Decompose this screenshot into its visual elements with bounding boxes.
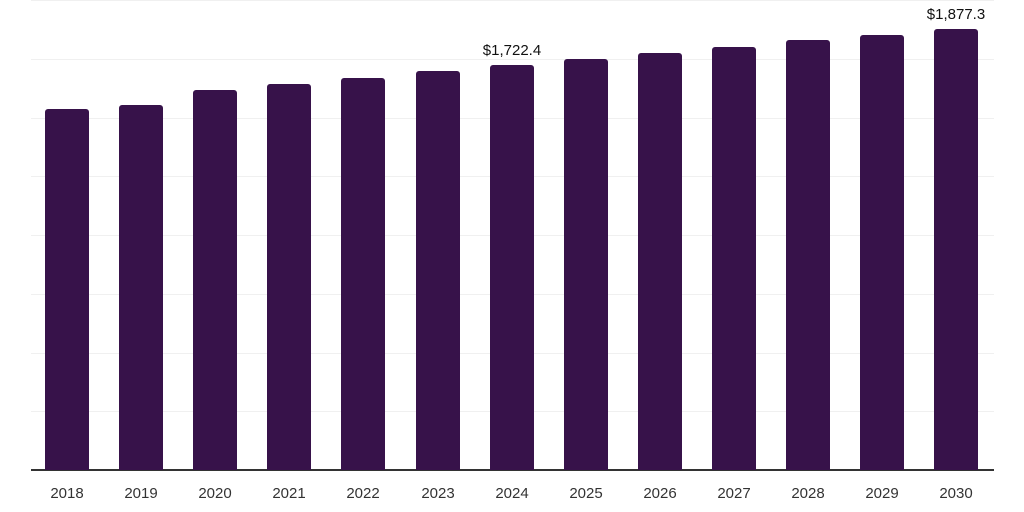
x-tick-label: 2024 <box>495 485 529 502</box>
bar-2030[interactable] <box>934 29 978 470</box>
bar-2021[interactable] <box>267 84 311 470</box>
x-tick-label: 2021 <box>272 485 306 502</box>
bar-2028[interactable] <box>786 40 830 470</box>
x-tick-label: 2030 <box>939 485 973 502</box>
x-tick-label: 2025 <box>569 485 603 502</box>
x-tick-label: 2027 <box>717 485 751 502</box>
x-tick-label: 2028 <box>791 485 825 502</box>
x-tick-label: 2029 <box>865 485 899 502</box>
x-tick-label: 2018 <box>50 485 84 502</box>
bar-2025[interactable] <box>564 59 608 470</box>
x-tick-label: 2023 <box>421 485 455 502</box>
gridline <box>31 0 994 1</box>
x-tick-label: 2026 <box>643 485 677 502</box>
data-label-2024: $1,722.4 <box>482 42 542 59</box>
gridline <box>31 59 994 60</box>
bar-2020[interactable] <box>193 90 237 470</box>
bar-2023[interactable] <box>416 71 460 470</box>
data-label-2030: $1,877.3 <box>926 6 986 23</box>
bar-2026[interactable] <box>638 53 682 470</box>
bar-2029[interactable] <box>860 35 904 470</box>
x-tick-label: 2022 <box>346 485 380 502</box>
x-tick-label: 2020 <box>198 485 232 502</box>
bar-2022[interactable] <box>341 78 385 470</box>
bar-2024[interactable] <box>490 65 534 470</box>
bar-2027[interactable] <box>712 47 756 470</box>
bar-2018[interactable] <box>45 109 89 470</box>
x-tick-label: 2019 <box>124 485 158 502</box>
bar-2019[interactable] <box>119 105 163 470</box>
